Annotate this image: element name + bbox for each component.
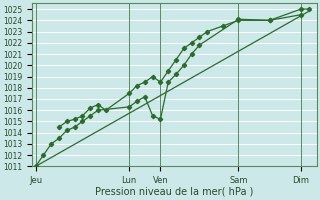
X-axis label: Pression niveau de la mer( hPa ): Pression niveau de la mer( hPa ) bbox=[95, 187, 254, 197]
